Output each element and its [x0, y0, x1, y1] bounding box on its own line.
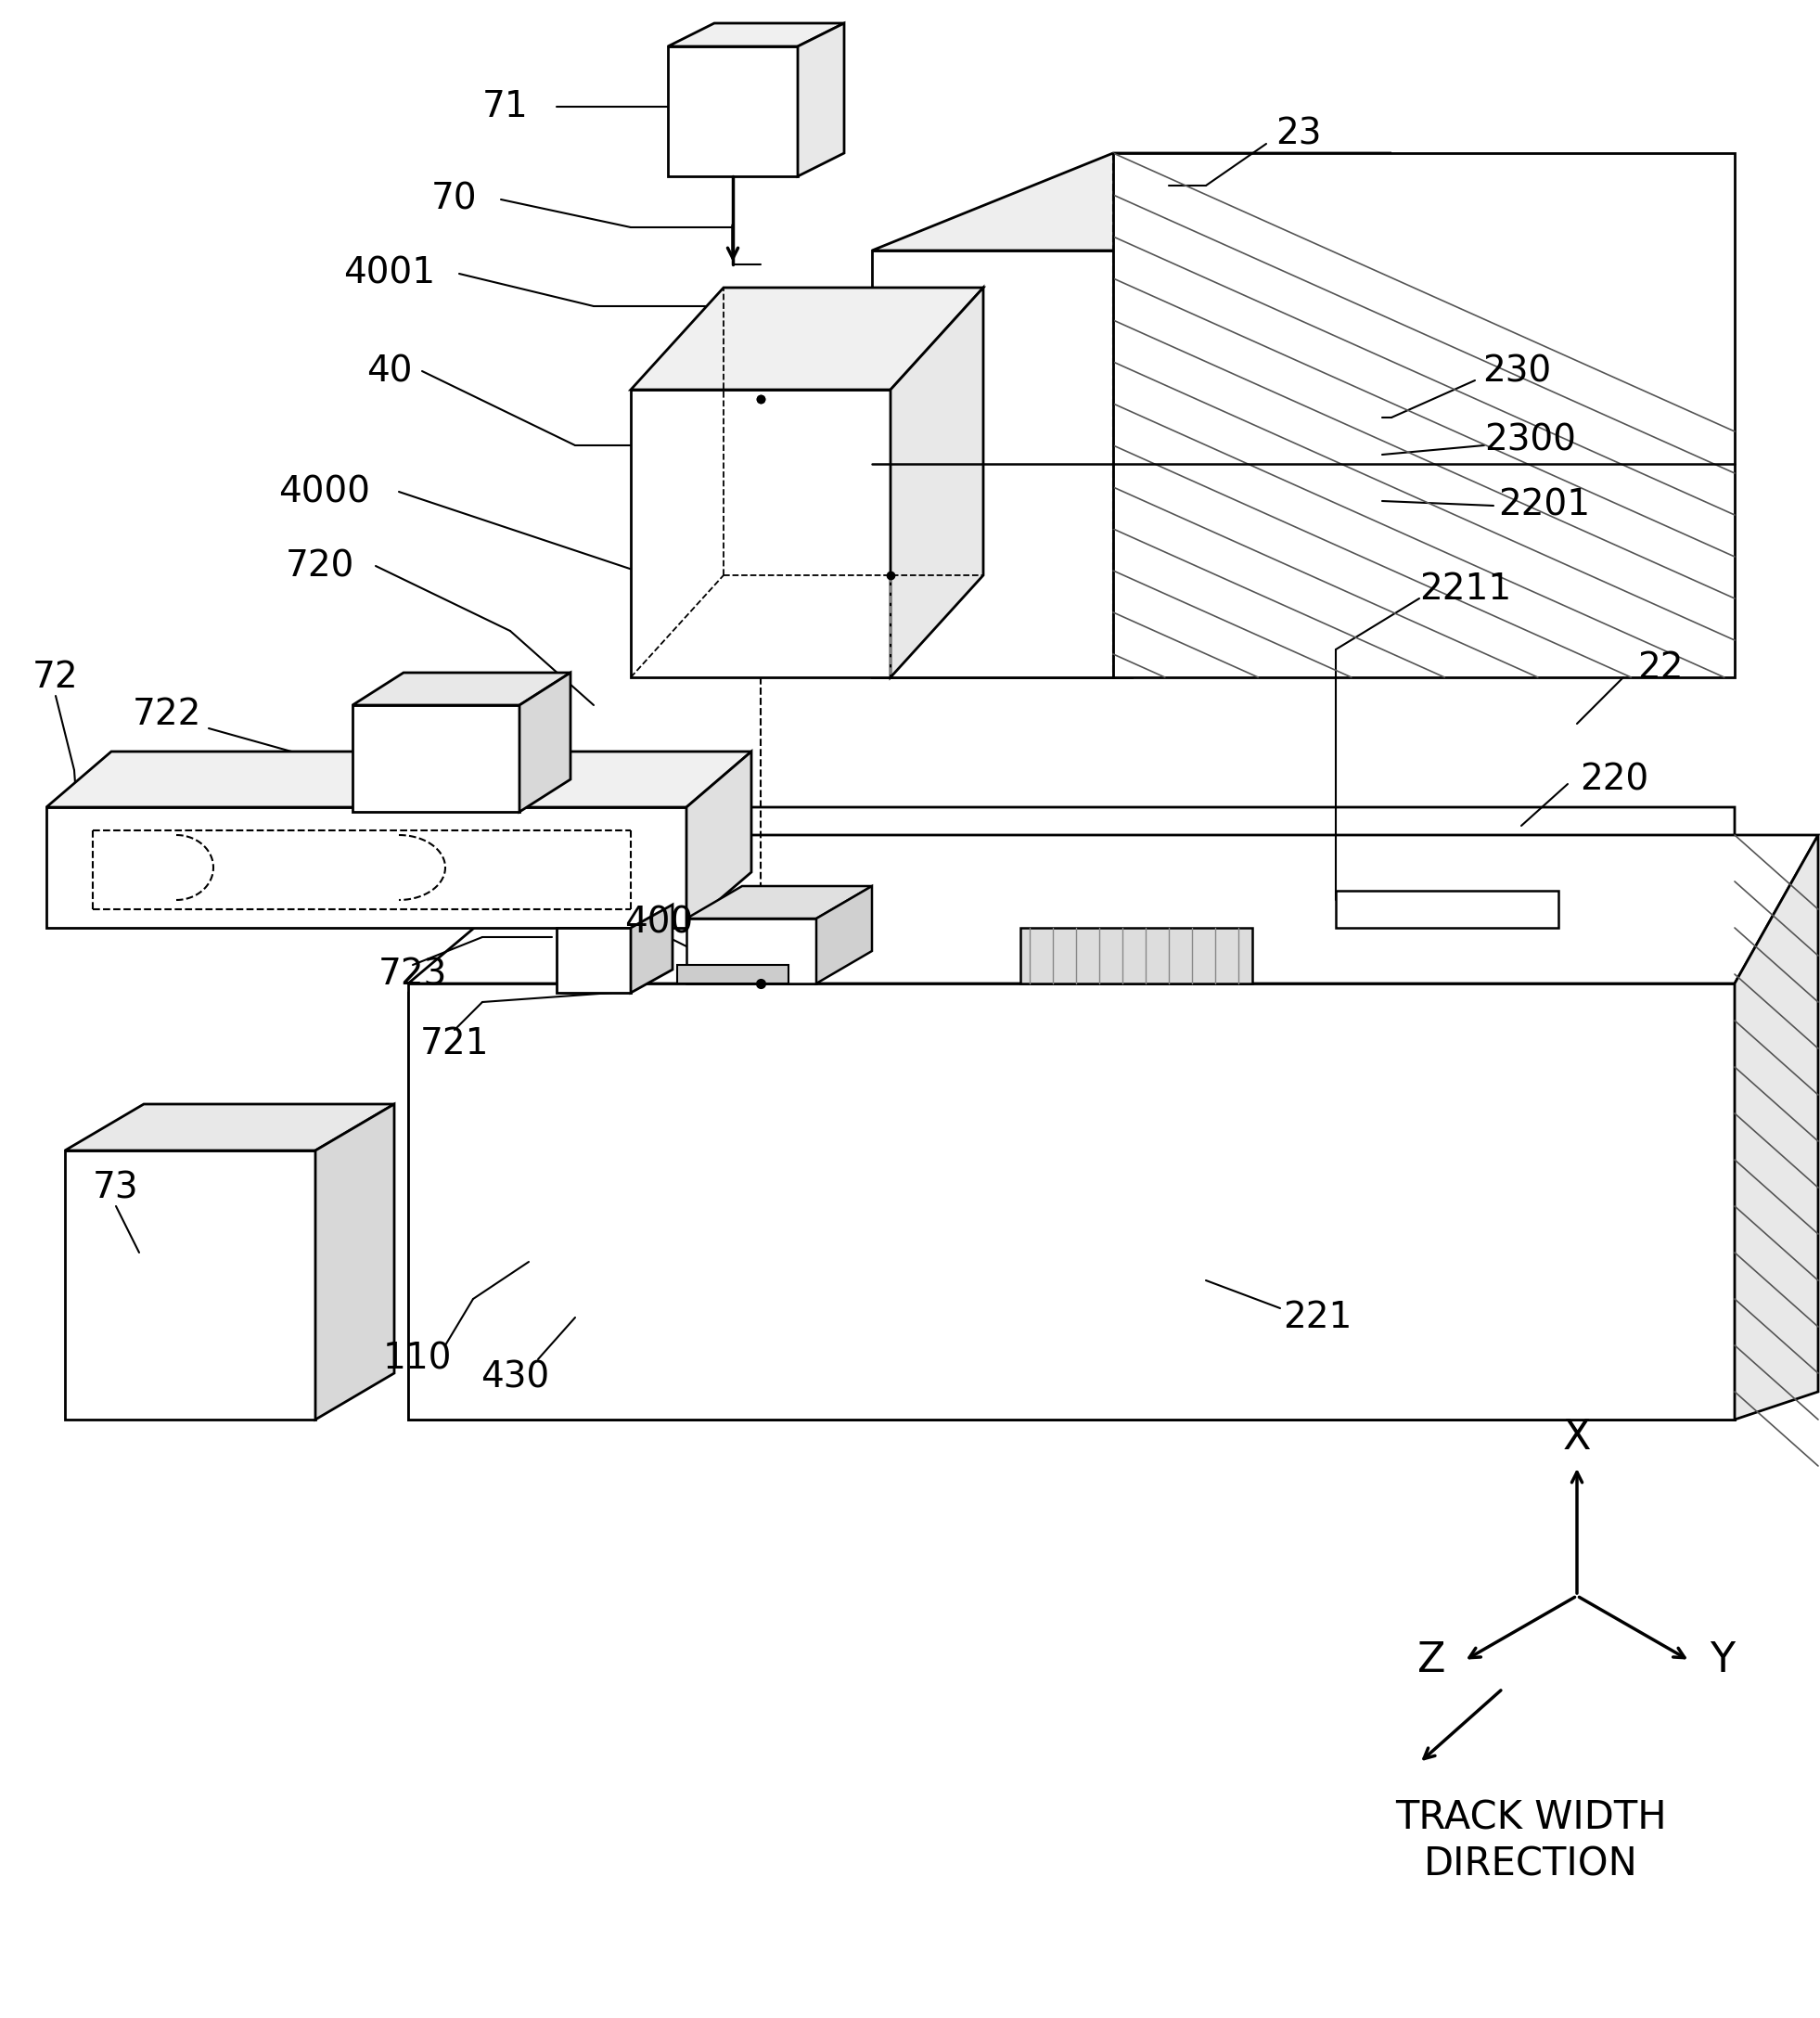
Polygon shape — [315, 1104, 395, 1419]
Polygon shape — [353, 704, 519, 811]
Text: 23: 23 — [1276, 117, 1321, 151]
Polygon shape — [1734, 835, 1818, 1419]
Polygon shape — [46, 751, 752, 807]
Text: 2201: 2201 — [1498, 488, 1591, 523]
Polygon shape — [668, 22, 844, 46]
Text: 430: 430 — [480, 1360, 550, 1394]
Polygon shape — [881, 260, 1132, 678]
Polygon shape — [686, 886, 872, 918]
Text: Y: Y — [1709, 1641, 1734, 1681]
Polygon shape — [686, 918, 817, 983]
Polygon shape — [817, 886, 872, 983]
Text: X: X — [1563, 1419, 1591, 1459]
Polygon shape — [1336, 890, 1558, 928]
Text: 220: 220 — [1580, 761, 1649, 797]
Polygon shape — [66, 1104, 395, 1150]
Text: 2211: 2211 — [1420, 571, 1512, 607]
Polygon shape — [557, 928, 632, 993]
Polygon shape — [668, 46, 797, 176]
Polygon shape — [1021, 928, 1252, 983]
Text: 110: 110 — [382, 1342, 451, 1376]
Polygon shape — [353, 672, 570, 704]
Text: 230: 230 — [1481, 353, 1551, 389]
Polygon shape — [632, 289, 983, 389]
Polygon shape — [677, 965, 788, 983]
Polygon shape — [46, 807, 686, 928]
Polygon shape — [872, 153, 1392, 250]
Text: 2300: 2300 — [1485, 424, 1576, 458]
Text: 221: 221 — [1283, 1300, 1352, 1336]
Polygon shape — [797, 22, 844, 176]
Text: 722: 722 — [133, 696, 202, 733]
Polygon shape — [890, 289, 983, 678]
Polygon shape — [408, 807, 1734, 993]
Text: 22: 22 — [1638, 650, 1684, 686]
Text: 4000: 4000 — [278, 474, 371, 509]
Text: 723: 723 — [379, 957, 448, 991]
Polygon shape — [408, 983, 1734, 1419]
Text: TRACK WIDTH: TRACK WIDTH — [1394, 1798, 1667, 1838]
Polygon shape — [686, 751, 752, 928]
Polygon shape — [872, 250, 1114, 678]
Polygon shape — [408, 835, 1818, 983]
Text: 71: 71 — [482, 89, 528, 125]
Text: 72: 72 — [33, 660, 78, 694]
Text: 40: 40 — [366, 353, 413, 389]
Polygon shape — [632, 904, 673, 993]
Polygon shape — [519, 672, 570, 811]
Polygon shape — [1114, 153, 1734, 678]
Polygon shape — [408, 993, 1734, 1419]
Polygon shape — [881, 161, 1381, 260]
Text: DIRECTION: DIRECTION — [1423, 1844, 1638, 1885]
Text: Z: Z — [1418, 1641, 1445, 1681]
Text: 400: 400 — [624, 906, 693, 940]
Text: 73: 73 — [93, 1170, 138, 1205]
Text: 721: 721 — [420, 1027, 490, 1061]
Text: 720: 720 — [286, 549, 355, 583]
Text: 4001: 4001 — [344, 256, 435, 291]
Text: 70: 70 — [431, 182, 477, 218]
Polygon shape — [66, 1150, 315, 1419]
Polygon shape — [632, 389, 890, 678]
